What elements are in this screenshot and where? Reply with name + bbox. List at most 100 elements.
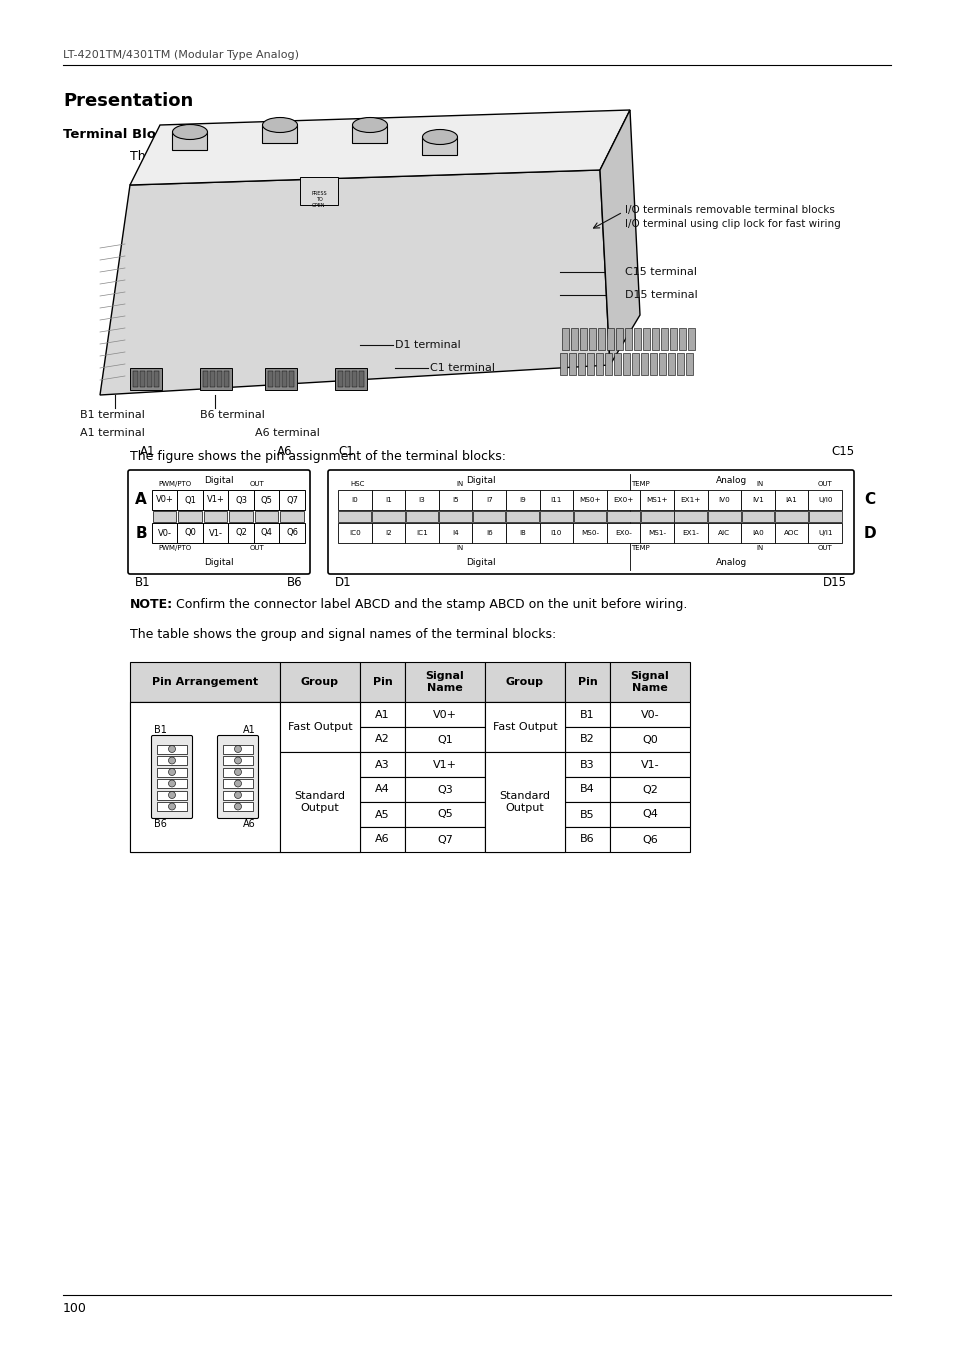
- Text: Q0: Q0: [184, 528, 196, 537]
- Bar: [280, 662, 359, 702]
- Text: C1 terminal: C1 terminal: [430, 363, 495, 373]
- Bar: [280, 828, 359, 852]
- Text: Q4: Q4: [260, 528, 273, 537]
- Text: Analog: Analog: [716, 558, 747, 567]
- Text: I/O terminal using clip lock for fast wiring: I/O terminal using clip lock for fast wi…: [624, 219, 840, 230]
- Text: TEMP: TEMP: [630, 481, 649, 487]
- Bar: [130, 369, 162, 390]
- Bar: [337, 371, 343, 387]
- FancyBboxPatch shape: [152, 736, 193, 818]
- Bar: [609, 778, 689, 802]
- Text: B6: B6: [579, 834, 594, 845]
- Bar: [561, 328, 568, 350]
- Bar: [372, 522, 405, 543]
- Text: MS1+: MS1+: [646, 497, 667, 504]
- Bar: [280, 702, 359, 752]
- Text: A4: A4: [375, 784, 390, 795]
- Text: A6: A6: [276, 446, 292, 458]
- Bar: [673, 490, 707, 510]
- Circle shape: [234, 780, 241, 787]
- Bar: [774, 522, 807, 543]
- Text: B6: B6: [287, 576, 303, 589]
- Bar: [740, 512, 774, 522]
- Text: OUT: OUT: [817, 481, 831, 487]
- Bar: [609, 828, 689, 852]
- Text: PWM/PTO: PWM/PTO: [158, 545, 191, 551]
- Bar: [177, 522, 203, 543]
- Bar: [808, 512, 841, 522]
- Bar: [564, 702, 609, 728]
- Text: B1 terminal: B1 terminal: [80, 410, 145, 420]
- Text: B1: B1: [135, 576, 151, 589]
- Circle shape: [234, 745, 241, 752]
- Text: A6: A6: [375, 834, 390, 845]
- Text: A6 terminal: A6 terminal: [254, 428, 319, 437]
- Bar: [634, 328, 640, 350]
- Text: Signal
Name: Signal Name: [630, 671, 669, 693]
- Bar: [204, 512, 227, 522]
- Bar: [624, 328, 631, 350]
- Ellipse shape: [422, 130, 457, 144]
- Bar: [130, 702, 280, 728]
- Text: The table shows the group and signal names of the terminal blocks:: The table shows the group and signal nam…: [130, 628, 556, 641]
- Bar: [539, 512, 572, 522]
- Bar: [559, 352, 566, 375]
- Bar: [564, 778, 609, 802]
- Bar: [505, 522, 539, 543]
- Bar: [405, 702, 484, 728]
- Bar: [740, 522, 774, 543]
- Bar: [707, 512, 740, 522]
- Text: I1: I1: [385, 497, 392, 504]
- Bar: [564, 728, 609, 752]
- Bar: [484, 752, 564, 852]
- Text: A3: A3: [375, 760, 390, 770]
- Text: OUT: OUT: [250, 481, 265, 487]
- Bar: [640, 352, 647, 375]
- Text: V1-: V1-: [209, 528, 222, 537]
- Bar: [140, 371, 145, 387]
- Bar: [596, 352, 602, 375]
- Bar: [649, 352, 657, 375]
- Bar: [352, 371, 356, 387]
- Text: Digital: Digital: [466, 558, 496, 567]
- Text: I4: I4: [452, 531, 458, 536]
- Text: PRESS
TO
OPEN: PRESS TO OPEN: [311, 190, 327, 208]
- Text: V1-: V1-: [640, 760, 659, 770]
- Text: EX1+: EX1+: [679, 497, 700, 504]
- Bar: [651, 328, 659, 350]
- Text: I6: I6: [485, 531, 492, 536]
- Bar: [614, 352, 620, 375]
- Text: A1: A1: [243, 725, 255, 734]
- Text: A1: A1: [375, 710, 390, 720]
- FancyBboxPatch shape: [217, 736, 258, 818]
- Bar: [265, 369, 296, 390]
- Bar: [405, 728, 484, 752]
- Bar: [280, 752, 359, 852]
- Text: IV1: IV1: [751, 497, 763, 504]
- Bar: [359, 778, 405, 802]
- Bar: [606, 522, 639, 543]
- Bar: [345, 371, 350, 387]
- Text: Q5: Q5: [260, 495, 273, 505]
- Bar: [438, 512, 472, 522]
- Text: Pin: Pin: [373, 676, 392, 687]
- Bar: [588, 328, 596, 350]
- Text: C15: C15: [831, 446, 854, 458]
- Bar: [607, 512, 639, 522]
- Text: B6: B6: [153, 819, 167, 829]
- Bar: [223, 802, 253, 811]
- Bar: [586, 352, 594, 375]
- Text: Digital: Digital: [204, 558, 233, 567]
- Ellipse shape: [262, 117, 297, 132]
- Bar: [359, 802, 405, 828]
- Bar: [203, 490, 229, 510]
- Bar: [279, 522, 305, 543]
- Text: TEMP: TEMP: [630, 545, 649, 551]
- Polygon shape: [262, 126, 297, 143]
- Bar: [707, 522, 740, 543]
- Bar: [223, 791, 253, 799]
- Bar: [132, 371, 138, 387]
- Circle shape: [169, 745, 175, 752]
- Text: B3: B3: [579, 760, 594, 770]
- Bar: [279, 490, 305, 510]
